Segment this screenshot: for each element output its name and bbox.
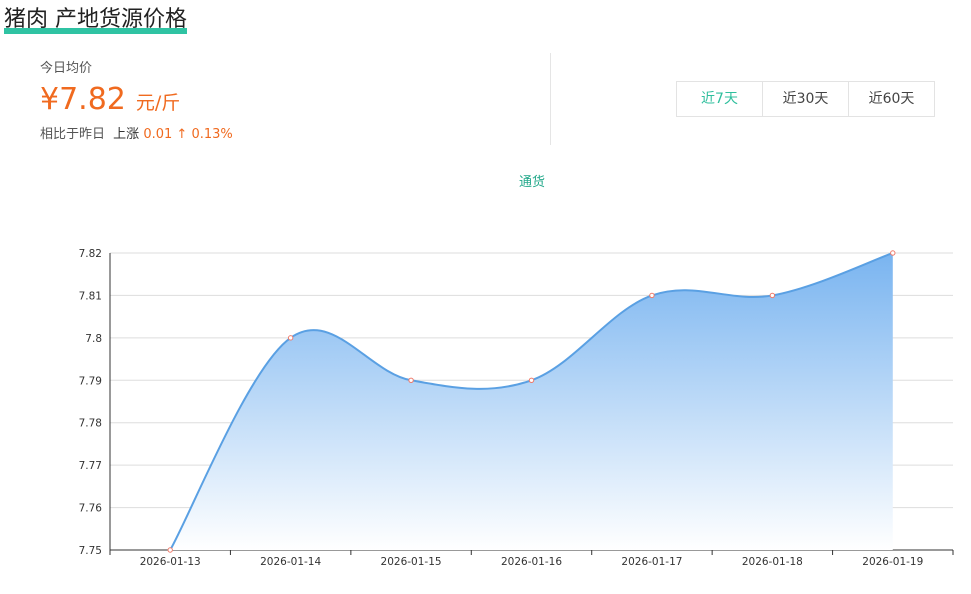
change-amount: 0.01 [143, 127, 173, 142]
range-tabs: 近7天 近30天 近60天 [676, 81, 935, 117]
price-summary: 今日均价 ¥7.82 元/斤 相比于昨日 上涨 0.01 ↑ 0.13% [40, 57, 233, 142]
x-tick-label: 2026-01-13 [140, 556, 201, 568]
y-tick-label: 7.79 [79, 375, 102, 387]
series-area [170, 253, 893, 550]
price-unit: 元/斤 [135, 92, 181, 114]
data-point [649, 292, 655, 299]
change-direction: 上涨 [113, 127, 140, 142]
x-tick-label: 2026-01-17 [621, 556, 682, 568]
up-arrow-icon: ↑ [176, 127, 188, 142]
data-point [528, 377, 535, 383]
data-point [769, 292, 776, 299]
y-tick-label: 7.75 [79, 545, 102, 557]
x-tick-label: 2026-01-15 [381, 556, 442, 568]
page-title: 猪肉 产地货源价格 [4, 7, 187, 32]
x-tick-label: 2026-01-18 [742, 556, 803, 568]
x-tick-label: 2026-01-16 [501, 556, 562, 568]
y-tick-label: 7.77 [79, 460, 102, 472]
y-tick-label: 7.82 [79, 248, 102, 260]
title-underline [4, 28, 187, 34]
data-point [408, 377, 414, 383]
x-tick-label: 2026-01-14 [260, 556, 321, 568]
y-tick-label: 7.76 [79, 503, 103, 515]
compare-label: 相比于昨日 [40, 127, 106, 142]
y-tick-label: 7.8 [85, 333, 102, 345]
today-average-label: 今日均价 [40, 61, 93, 76]
x-tick-label: 2026-01-19 [862, 556, 923, 568]
compare-row: 相比于昨日 上涨 0.01 ↑ 0.13% [40, 123, 233, 142]
data-point [890, 250, 896, 256]
legend-item-series[interactable]: 通货 [518, 175, 545, 190]
change-percent: 0.13% [191, 127, 233, 142]
tab-30-days[interactable]: 近30天 [762, 82, 848, 116]
price-row: ¥7.82 元/斤 [40, 82, 233, 117]
summary-divider [550, 53, 551, 145]
price-chart: 7.75 7.76 7.77 7.78 7.79 7.8 7.81 7.82 2026-01-1… [79, 248, 954, 568]
y-tick-label: 7.81 [79, 290, 102, 302]
y-tick-label: 7.78 [79, 418, 102, 430]
data-point [167, 547, 173, 553]
today-price: ¥7.82 [40, 82, 126, 117]
data-point [287, 335, 294, 341]
page-title-wrap: 猪肉 产地货源价格 [4, 6, 187, 34]
tab-7-days[interactable]: 近7天 [701, 91, 738, 107]
tab-60-days[interactable]: 近60天 [848, 82, 934, 116]
